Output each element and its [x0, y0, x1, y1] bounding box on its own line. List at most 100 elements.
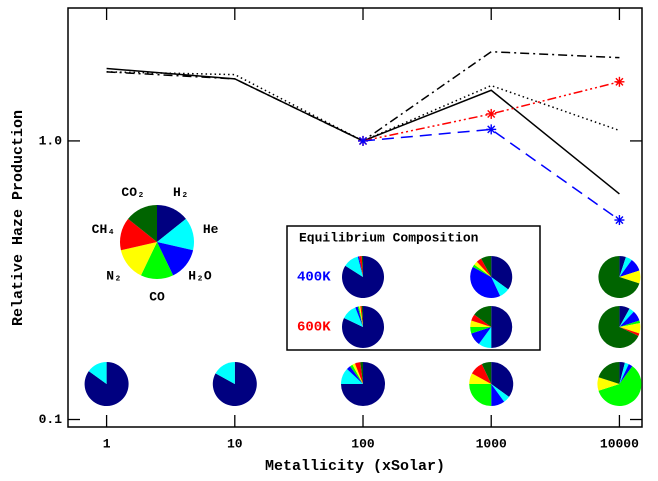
haze-pie-slice — [350, 364, 364, 384]
equilibrium-pie-slice — [491, 306, 513, 348]
row-label: 600K — [297, 320, 331, 336]
species-label: CH₄ — [92, 222, 115, 237]
equilibrium-pie-slice — [472, 264, 492, 277]
equilibrium-title: Equilibrium Composition — [299, 230, 479, 245]
equilibrium-pie-slice — [361, 256, 364, 277]
species-label: H₂O — [188, 269, 212, 284]
equilibrium-pie-slice — [619, 306, 630, 327]
haze-pie-slice — [346, 366, 364, 384]
equilibrium-pie-slice — [619, 260, 640, 277]
key-pie-slice — [157, 218, 194, 251]
haze-pie-slice — [215, 362, 235, 384]
equilibrium-pie-slice — [619, 311, 640, 327]
haze-pie-slice — [619, 362, 625, 384]
equilibrium-pie-slice — [619, 308, 634, 327]
equilibrium-box — [286, 225, 541, 351]
equilibrium-pie-slice — [481, 256, 492, 277]
equilibrium-pie-slice — [474, 261, 492, 277]
haze-pie-slice — [352, 363, 364, 384]
species-label: He — [203, 222, 219, 237]
equilibrium-pie-slice — [474, 306, 492, 327]
series-line — [106, 67, 620, 195]
y-tick-label: 0.1 — [39, 412, 63, 427]
asterisk-stroke — [487, 109, 496, 118]
haze-pie-slice — [481, 362, 492, 384]
species-label: N₂ — [106, 269, 122, 284]
equilibrium-pie-slice — [491, 277, 509, 297]
x-tick-label: 1 — [103, 436, 111, 451]
key-pie-slice — [140, 242, 174, 279]
haze-pie-slice — [354, 362, 364, 384]
y-axis-label: Relative Haze Production — [10, 110, 27, 326]
key-pie-slice — [157, 242, 194, 276]
haze-pie-slice — [469, 373, 492, 384]
key-pie-slice — [120, 242, 157, 276]
equilibrium-pie-slice — [619, 327, 640, 336]
equilibrium-pie-slice — [478, 327, 492, 348]
equilibrium-pie-slice — [491, 256, 513, 290]
x-tick-label: 10 — [227, 436, 243, 451]
key-pie-slice — [120, 218, 157, 251]
haze-pie-slice — [491, 362, 514, 397]
x-tick-label: 1000 — [476, 436, 507, 451]
equilibrium-pie-slice — [476, 258, 492, 277]
asterisk-marker — [486, 124, 497, 135]
asterisk-marker — [358, 135, 369, 146]
haze-pie-slice — [88, 362, 107, 384]
equilibrium-pie-slice — [471, 327, 492, 344]
equilibrium-pie-slice — [598, 306, 639, 349]
species-label: CO — [149, 289, 165, 304]
row-label: 400K — [297, 270, 331, 286]
key-pie-slice — [128, 205, 157, 242]
x-tick-label: 100 — [351, 436, 375, 451]
equilibrium-pie-slice — [471, 314, 492, 327]
equilibrium-pie-slice — [344, 307, 364, 327]
equilibrium-pie-slice — [357, 256, 364, 277]
series-line — [362, 128, 620, 221]
haze-pie-slice — [212, 362, 257, 406]
equilibrium-pie-slice — [619, 256, 626, 277]
equilibrium-pie-slice — [470, 327, 492, 334]
asterisk-stroke — [358, 136, 368, 145]
haze-pie-slice — [619, 364, 633, 384]
haze-pie-slice — [491, 384, 505, 406]
equilibrium-pie-slice — [470, 266, 501, 299]
haze-pie-slice — [469, 384, 492, 406]
haze-pie-slice — [619, 362, 629, 384]
series-line — [106, 71, 620, 142]
species-label: H₂ — [173, 185, 189, 200]
x-tick-label: 10000 — [600, 436, 639, 451]
haze-pie-slice — [597, 377, 620, 391]
haze-pie-slice — [360, 362, 364, 384]
equilibrium-pie-slice — [359, 306, 364, 327]
plot-frame — [67, 7, 643, 428]
haze-pie-slice — [471, 364, 492, 384]
key-pie-slice — [157, 205, 186, 242]
equilibrium-pie-slice — [470, 320, 492, 327]
asterisk-stroke — [615, 77, 624, 86]
equilibrium-pie-slice — [598, 256, 640, 298]
equilibrium-pie-slice — [619, 323, 641, 334]
asterisk-marker — [486, 108, 497, 119]
haze-pie-slice — [491, 384, 510, 402]
asterisk-marker — [614, 76, 625, 87]
equilibrium-pie-slice — [619, 270, 641, 284]
equilibrium-pie-slice — [361, 306, 364, 327]
equilibrium-pie-slice — [345, 256, 364, 277]
equilibrium-pie-slice — [619, 257, 632, 277]
x-axis-label: Metallicity (xSolar) — [265, 458, 445, 475]
equilibrium-pie-slice — [355, 306, 364, 327]
asterisk-stroke — [487, 125, 496, 134]
asterisk-marker — [614, 215, 625, 226]
asterisk-stroke — [615, 216, 624, 225]
haze-pie-slice — [598, 366, 642, 406]
series-line — [106, 50, 620, 142]
equilibrium-pie-slice — [360, 306, 364, 327]
equilibrium-pie-slice — [359, 256, 364, 277]
haze-pie-slice — [341, 368, 364, 384]
equilibrium-pie-slice — [619, 320, 641, 327]
haze-pie-slice — [598, 362, 620, 384]
equilibrium-pie-slice — [357, 306, 364, 327]
y-tick-label: 1.0 — [39, 133, 63, 148]
